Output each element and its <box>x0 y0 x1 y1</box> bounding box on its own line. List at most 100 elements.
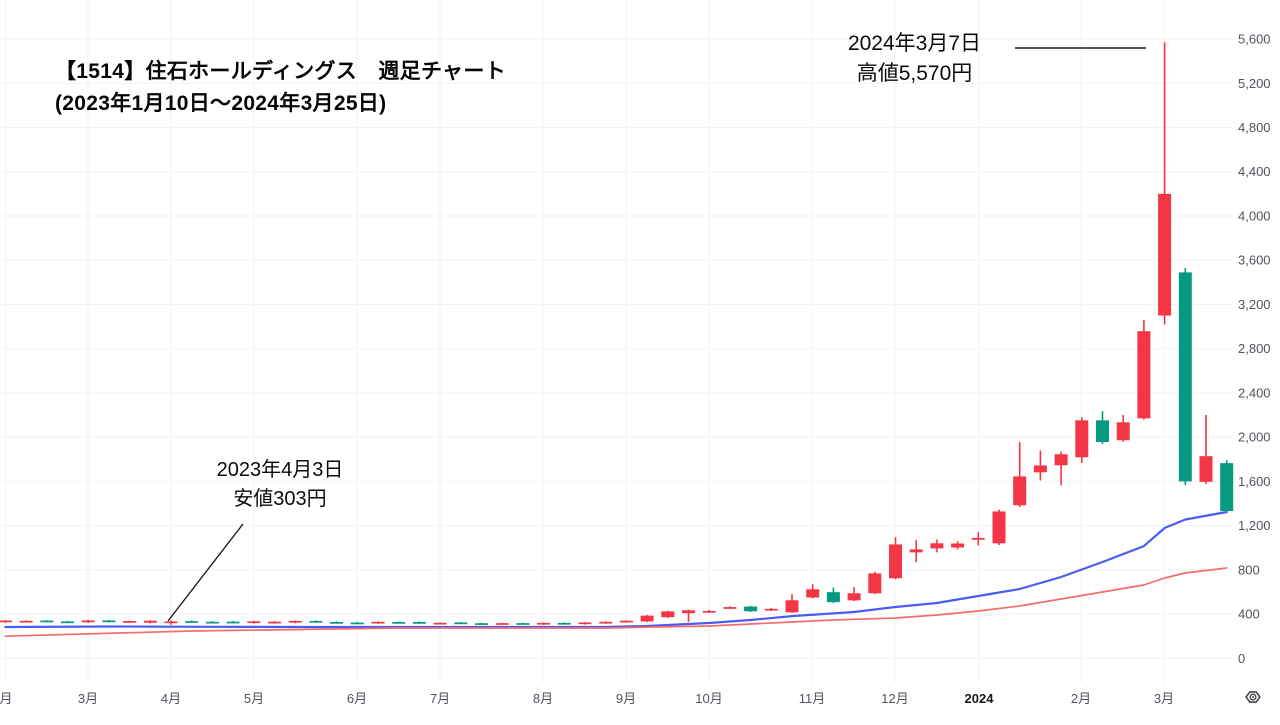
eye-visibility-icon[interactable] <box>1242 687 1264 707</box>
candle-week[interactable] <box>1137 319 1151 420</box>
x-axis-label: 9月 <box>616 691 636 706</box>
candle-week[interactable] <box>1199 415 1213 485</box>
x-axis-label: 10月 <box>695 691 722 706</box>
x-axis-label: 11月 <box>799 691 826 706</box>
candle-week[interactable] <box>102 619 116 623</box>
candle-week[interactable] <box>682 609 695 622</box>
candle-week[interactable] <box>868 571 882 595</box>
low-annotation-price: 安値303円 <box>233 488 327 510</box>
low-annotation-date: 2023年4月3日 <box>216 459 344 481</box>
candle-week[interactable] <box>599 621 613 624</box>
candles-series[interactable] <box>0 42 1234 625</box>
chart-title: 【1514】住石ホールディングス 週足チャート (2023年1月10日〜2024… <box>55 56 506 120</box>
candle-week[interactable] <box>268 621 281 624</box>
x-axis-label: 6月 <box>347 691 367 706</box>
candle-week[interactable] <box>785 594 799 613</box>
candle-week[interactable] <box>288 620 302 624</box>
candle-week[interactable] <box>412 621 426 624</box>
candle-week[interactable] <box>619 620 633 623</box>
x-axis-label: 8月 <box>533 691 553 706</box>
x-axis-label: 2024 <box>965 691 995 706</box>
candle-week[interactable] <box>1158 42 1172 325</box>
x-axis-label: 月 <box>0 691 13 706</box>
candle-week[interactable] <box>1096 411 1109 444</box>
grid-lines <box>0 0 1232 683</box>
moving-average-lines <box>4 510 1228 638</box>
candle-week[interactable] <box>350 621 364 625</box>
candle-week[interactable] <box>951 541 965 550</box>
candle-week[interactable] <box>247 620 261 624</box>
candle-week[interactable] <box>495 622 509 625</box>
candle-week[interactable] <box>971 532 985 546</box>
high-annotation-price: 高値5,570円 <box>856 62 973 85</box>
x-axis-label: 5月 <box>244 691 264 706</box>
y-axis[interactable]: 0 400 800 1,200 1,600 2,000 2,400 2,800 3,200 3,6… <box>1238 32 1271 666</box>
y-axis-label: 1,600 <box>1238 474 1271 489</box>
low-annotation: 2023年4月3日 安値303円 <box>175 456 385 514</box>
x-axis-label: 2月 <box>1071 691 1091 706</box>
candle-week[interactable] <box>806 584 820 599</box>
candle-week[interactable] <box>992 509 1006 546</box>
candle-week[interactable] <box>0 620 12 623</box>
chart-title-line2: (2023年1月10日〜2024年3月25日) <box>55 92 387 115</box>
candle-week[interactable] <box>826 587 840 604</box>
candle-week[interactable] <box>744 605 758 612</box>
candle-week[interactable] <box>371 621 385 624</box>
candle-week[interactable] <box>1075 417 1089 464</box>
candle-week[interactable] <box>1178 267 1192 486</box>
candle-week[interactable] <box>123 620 137 623</box>
candle-week[interactable] <box>1054 451 1068 486</box>
y-axis-label: 400 <box>1238 607 1260 622</box>
y-axis-label: 2,800 <box>1238 341 1271 356</box>
candle-week[interactable] <box>164 620 178 625</box>
ma-slow-red <box>4 567 1228 638</box>
candle-week[interactable] <box>640 614 654 623</box>
candle-week[interactable] <box>185 620 199 623</box>
candle-week[interactable] <box>81 619 95 623</box>
candle-week[interactable] <box>143 620 157 624</box>
candle-week[interactable] <box>1033 450 1047 481</box>
annotation-pointer-lines <box>167 47 1146 622</box>
candle-week[interactable] <box>61 620 74 624</box>
candle-week[interactable] <box>433 622 447 625</box>
candle-week[interactable] <box>309 620 323 623</box>
candle-week[interactable] <box>454 622 468 625</box>
y-axis-label: 5,600 <box>1238 32 1271 47</box>
high-annotation: 2024年3月7日 高値5,570円 <box>792 29 1037 89</box>
candle-week[interactable] <box>661 610 675 618</box>
chart-title-line1: 【1514】住石ホールディングス 週足チャート <box>55 60 506 83</box>
candle-week[interactable] <box>330 621 344 624</box>
y-axis-label: 4,400 <box>1238 164 1271 179</box>
candle-week[interactable] <box>847 587 861 602</box>
candle-week[interactable] <box>1220 460 1234 513</box>
candle-week[interactable] <box>1116 415 1130 442</box>
candle-week[interactable] <box>19 620 33 623</box>
ma-fast-blue <box>4 510 1228 629</box>
x-axis[interactable]: 月 3月 4月 5月 6月 7月 8月 9月 10月 11月 12月 2024 2月 3月 <box>0 691 1174 706</box>
candle-week[interactable] <box>475 622 488 625</box>
x-axis-label: 3月 <box>1154 691 1174 706</box>
candle-week[interactable] <box>702 609 716 613</box>
candle-week[interactable] <box>930 539 944 553</box>
y-axis-label: 3,600 <box>1238 253 1271 268</box>
candle-week[interactable] <box>764 607 778 611</box>
candle-week[interactable] <box>909 540 923 563</box>
candle-week[interactable] <box>889 537 902 580</box>
y-axis-label: 0 <box>1238 651 1245 666</box>
candle-week[interactable] <box>516 622 530 625</box>
y-axis-label: 800 <box>1238 562 1260 577</box>
candle-week[interactable] <box>557 622 571 625</box>
y-axis-label: 2,000 <box>1238 430 1271 445</box>
y-axis-label: 2,400 <box>1238 385 1271 400</box>
candle-week[interactable] <box>1013 442 1027 508</box>
candle-week[interactable] <box>392 621 406 624</box>
candle-week[interactable] <box>40 620 54 623</box>
candle-week[interactable] <box>537 622 551 625</box>
candle-week[interactable] <box>226 621 240 624</box>
candle-week[interactable] <box>578 622 592 625</box>
candle-week[interactable] <box>205 621 219 624</box>
x-axis-label: 4月 <box>161 691 181 706</box>
candle-week[interactable] <box>723 606 737 609</box>
